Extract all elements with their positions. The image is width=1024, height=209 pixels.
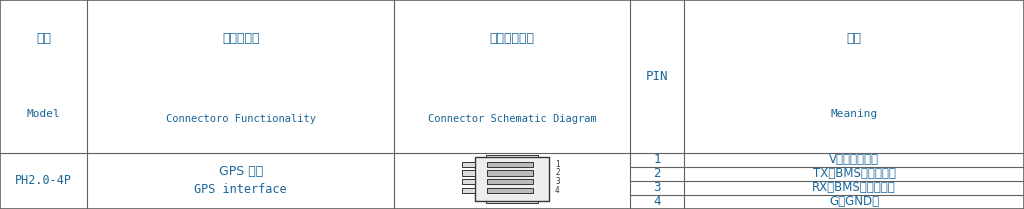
Text: V（电池总正）: V（电池总正） xyxy=(829,153,879,166)
Text: Connectoro Functionality: Connectoro Functionality xyxy=(166,114,315,124)
Bar xyxy=(486,155,538,157)
Text: 含义: 含义 xyxy=(847,32,861,45)
Text: GPS 接口: GPS 接口 xyxy=(218,165,263,178)
Bar xyxy=(487,179,532,184)
Text: 1: 1 xyxy=(653,153,660,166)
Text: 接插件示意图: 接插件示意图 xyxy=(489,32,535,45)
Text: 接插件功能: 接插件功能 xyxy=(222,32,259,45)
Bar xyxy=(462,179,475,184)
Bar xyxy=(462,162,475,167)
Text: 1: 1 xyxy=(555,160,560,169)
Text: 3: 3 xyxy=(653,181,660,194)
Text: 4: 4 xyxy=(653,195,660,208)
Text: 4: 4 xyxy=(555,186,560,195)
Bar xyxy=(462,188,475,193)
Bar xyxy=(487,170,532,176)
Text: 2: 2 xyxy=(555,168,560,177)
Bar xyxy=(487,162,532,167)
Bar xyxy=(486,201,538,203)
Text: RX（BMS信号接收）: RX（BMS信号接收） xyxy=(812,181,896,194)
Text: 3: 3 xyxy=(555,177,560,186)
Text: TX（BMS信号发送）: TX（BMS信号发送） xyxy=(813,167,895,180)
Text: PIN: PIN xyxy=(646,70,668,83)
Text: GPS interface: GPS interface xyxy=(195,183,287,196)
Text: Connector Schematic Diagram: Connector Schematic Diagram xyxy=(428,114,596,124)
Text: G（GND）: G（GND） xyxy=(829,195,879,208)
Text: 2: 2 xyxy=(653,167,660,180)
Text: 型号: 型号 xyxy=(36,32,51,45)
Bar xyxy=(487,188,532,193)
Text: Model: Model xyxy=(27,110,60,119)
Bar xyxy=(475,157,549,201)
Bar xyxy=(462,170,475,176)
Text: Meaning: Meaning xyxy=(830,110,878,119)
Text: PH2.0-4P: PH2.0-4P xyxy=(15,174,72,187)
